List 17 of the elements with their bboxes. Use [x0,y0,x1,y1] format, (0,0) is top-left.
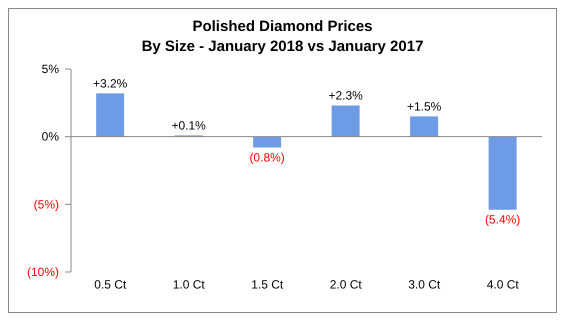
x-tick-label: 1.5 Ct [251,278,284,292]
x-tick-label: 0.5 Ct [94,278,127,292]
y-tick-label: 5% [42,62,60,76]
data-label: +3.2% [92,76,128,90]
data-label: +0.1% [171,118,206,132]
data-label: (5.4%) [484,212,520,227]
y-tick-label: 0% [42,130,60,144]
data-label: +2.3% [328,88,364,103]
y-tick-label: (10%) [26,265,59,279]
data-label: +1.5% [406,99,442,114]
x-tick-label: 4.0 Ct [486,278,520,292]
y-tick-label: (5%) [34,197,59,212]
x-tick-label: 2.0 Ct [330,278,362,292]
x-tick-label: 3.0 Ct [408,278,441,292]
chart-title: Polished Diamond Prices By Size - January 2018 vs January 2017 [140,17,424,57]
x-tick-label: 1.0 Ct [172,278,206,292]
data-label: (0.8%) [249,150,285,164]
